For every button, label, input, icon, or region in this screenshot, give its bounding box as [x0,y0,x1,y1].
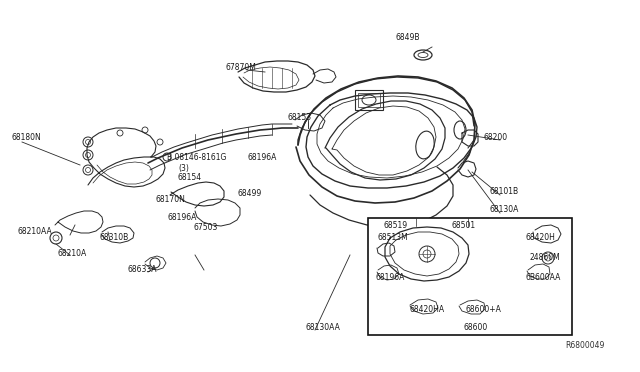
Text: 68513M: 68513M [378,234,409,243]
Text: 68310B: 68310B [100,234,129,243]
Text: 68600: 68600 [463,324,487,333]
Text: 68499: 68499 [237,189,261,198]
Text: 68153: 68153 [287,113,311,122]
Text: 68130A: 68130A [489,205,518,215]
Text: 68600+A: 68600+A [465,305,501,314]
Text: 68130AA: 68130AA [305,324,340,333]
Text: 68170N: 68170N [155,196,185,205]
Text: (3): (3) [178,164,189,173]
Text: 24860M: 24860M [530,253,561,263]
Text: 68180N: 68180N [12,134,42,142]
Text: 67503: 67503 [193,222,218,231]
Text: 6B600AA: 6B600AA [525,273,561,282]
Text: 68196A: 68196A [167,214,196,222]
Text: 68210A: 68210A [58,248,87,257]
Text: 68420HA: 68420HA [410,305,445,314]
Text: 68196A: 68196A [248,153,277,161]
Text: 68519: 68519 [383,221,407,230]
Bar [355,90,383,110]
Text: 68210AA: 68210AA [18,228,52,237]
Text: 68633A: 68633A [128,266,157,275]
Text: 68200: 68200 [483,134,507,142]
Text: 6849B: 6849B [395,33,419,42]
Text: B 08146-8161G: B 08146-8161G [167,153,227,161]
Text: 68154: 68154 [178,173,202,182]
Text: R6800049: R6800049 [566,340,605,350]
Text: 68196A: 68196A [375,273,404,282]
Bar [358,93,380,107]
Text: 67870M: 67870M [225,64,256,73]
Text: 68501: 68501 [452,221,476,230]
Text: 68420H: 68420H [525,234,555,243]
Text: 68101B: 68101B [489,187,518,196]
Bar [368,218,572,335]
